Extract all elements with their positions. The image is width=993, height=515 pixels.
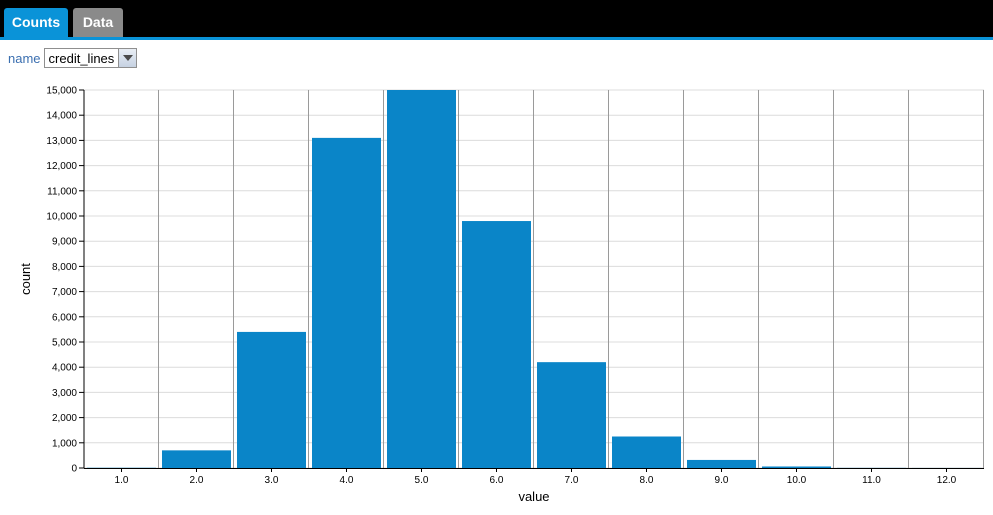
x-tick-label: 4.0	[340, 475, 354, 486]
y-tick-label: 4,000	[52, 363, 77, 374]
bar-9.0	[687, 459, 756, 468]
y-tick-label: 2,000	[52, 413, 77, 424]
bar-8.0	[612, 436, 681, 468]
tab-data[interactable]: Data	[73, 8, 123, 37]
name-select[interactable]: credit_lines	[43, 48, 138, 68]
y-tick-label: 0	[71, 464, 77, 475]
bar-4.0	[312, 137, 381, 468]
y-tick-label: 3,000	[52, 388, 77, 399]
tab-bar	[0, 0, 993, 37]
tab-counts[interactable]: Counts	[4, 8, 68, 37]
y-tick-label: 9,000	[52, 237, 77, 248]
x-tick-label: 2.0	[190, 475, 204, 486]
x-tick-label: 8.0	[640, 475, 654, 486]
y-tick-label: 5,000	[52, 338, 77, 349]
select-value: credit_lines	[48, 50, 115, 66]
y-tick-label: 7,000	[52, 287, 77, 298]
x-tick-label: 9.0	[715, 475, 729, 486]
y-tick-label: 15,000	[46, 86, 77, 97]
x-axis-title: value	[518, 489, 549, 504]
y-tick-label: 14,000	[46, 111, 77, 122]
dropdown-arrow-icon[interactable]	[118, 49, 137, 67]
bar-7.0	[537, 362, 606, 468]
name-selector-row: name credit_lines	[8, 47, 138, 69]
selector-label: name	[8, 50, 41, 66]
x-tick-label: 3.0	[265, 475, 279, 486]
y-tick-label: 1,000	[52, 438, 77, 449]
bar-5.0	[387, 90, 456, 468]
x-tick-label: 5.0	[415, 475, 429, 486]
x-tick-label: 12.0	[937, 475, 957, 486]
y-tick-label: 8,000	[52, 262, 77, 273]
y-tick-label: 6,000	[52, 312, 77, 323]
x-tick-label: 7.0	[565, 475, 579, 486]
x-tick-label: 1.0	[115, 475, 129, 486]
bar-10.0	[762, 466, 831, 468]
y-tick-label: 10,000	[46, 212, 77, 223]
y-tick-label: 11,000	[47, 186, 77, 197]
y-axis-title: count	[18, 263, 33, 295]
y-tick-label: 13,000	[46, 136, 77, 147]
bar-3.0	[237, 331, 306, 468]
tab-bar-underline	[0, 37, 993, 40]
y-tick-label: 12,000	[46, 161, 77, 172]
x-tick-label: 6.0	[490, 475, 504, 486]
x-tick-label: 11.0	[862, 475, 881, 486]
bar-2.0	[162, 450, 231, 468]
bar-6.0	[462, 221, 531, 468]
x-tick-label: 10.0	[787, 475, 807, 486]
